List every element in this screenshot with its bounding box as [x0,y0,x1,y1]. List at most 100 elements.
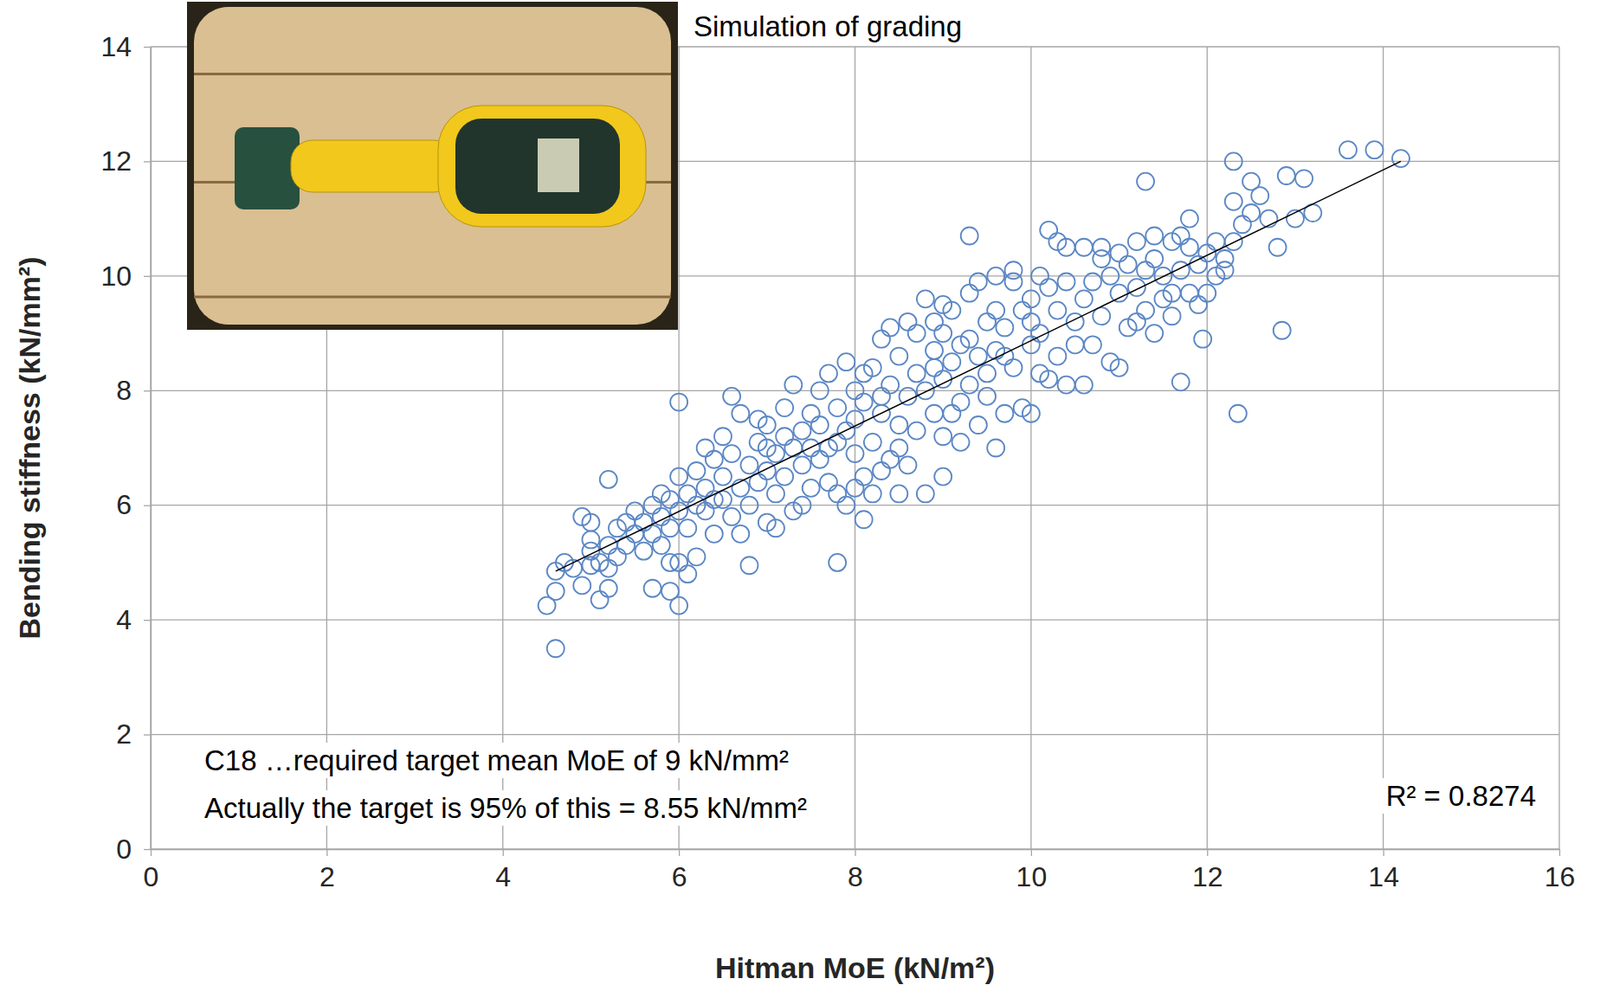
scatter-point [784,439,802,458]
annotation-background [1382,778,1540,814]
scatter-point [987,267,1005,285]
scatter-point [916,484,935,503]
tick: 6 [671,849,688,893]
scatter-point [864,484,882,503]
device-screen [537,138,580,193]
scatter-point [1172,261,1190,279]
scatter-point [987,439,1005,458]
scatter-point [749,410,768,428]
wood [193,6,671,325]
board-edge [193,72,671,76]
scatter-point [1083,272,1102,291]
scatter-point [899,387,917,406]
scatter-point [811,451,829,469]
tick-mark [1031,849,1033,857]
scatter-point [731,525,749,543]
tick-mark [143,46,151,48]
scatter-point [600,560,618,578]
scatter-point [925,341,943,360]
scatter-point [1022,335,1040,354]
scatter-point [1339,141,1357,159]
scatter-point [793,456,811,474]
scatter-point [775,399,794,417]
scatter-point [1198,244,1216,262]
scatter-point [1225,193,1243,211]
scatter-point [1229,405,1247,423]
annotation-background [200,742,793,779]
tick: 12 [100,145,151,177]
scatter-point [1039,221,1058,239]
scatter-point [1136,173,1155,191]
tick-label: 10 [100,260,132,292]
tick-mark [150,849,152,857]
scatter-point [837,496,855,515]
scatter-point [705,451,723,469]
scatter-point [634,542,652,561]
scatter-point [687,548,705,566]
scatter-point [995,405,1013,423]
scatter-point [608,548,626,566]
scatter-point [1022,290,1040,308]
scatter-point [547,639,565,658]
chart: 024681012141602468101214Hitman MoE (kN/m… [0,0,1600,998]
scatter-point [855,510,873,529]
scatter-point [1180,284,1199,303]
scatter-point [916,290,935,308]
scatter-point [890,348,908,366]
scatter-point [591,591,609,609]
scatter-point [661,519,679,537]
grid-line-y [150,619,1560,620]
tick-mark [1559,849,1561,857]
scatter-point [872,462,891,480]
scatter-point [819,473,838,491]
scatter-point [1277,167,1296,185]
scatter-point [1145,227,1163,246]
scatter-point [864,433,882,452]
annotation: C18 …required target mean MoE of 9 kN/mm… [204,744,789,777]
scatter-point [600,580,618,598]
scatter-point [670,554,688,572]
tick-label: 10 [1016,861,1048,893]
tick-mark [1382,849,1384,857]
scatter-point [573,508,591,526]
scatter-point [1048,348,1066,366]
scatter-point [581,556,600,575]
scatter-point [740,556,758,575]
scatter-point [1189,256,1207,274]
scatter-point [819,364,838,382]
photo-frame [187,1,678,330]
tick: 2 [319,849,336,893]
scatter-point [978,313,996,331]
scatter-point [600,470,618,489]
scatter-point [1172,227,1190,246]
scatter-point [1031,267,1049,285]
scatter-point [908,422,926,440]
tick: 14 [100,31,151,63]
scatter-point [678,519,697,537]
tick: 16 [1544,849,1576,893]
scatter-point [872,387,891,406]
scatter-point [925,405,943,423]
grid-line-y [150,390,1560,392]
inset-photo [187,1,678,330]
scatter-point [1058,376,1076,394]
scatter-point [758,462,776,480]
scatter-point [1163,284,1181,303]
tick-label: 4 [116,604,132,636]
tick-label: 14 [100,31,132,63]
tick: 4 [495,849,511,893]
device-handle [290,140,456,193]
scatter-point [969,416,988,434]
scatter-point [811,381,829,400]
scatter-point [1083,335,1102,354]
scatter-point [1225,232,1243,251]
scatter-point [1128,232,1146,251]
scatter-point [670,468,688,486]
scatter-point [644,496,662,515]
scatter-point [1075,238,1093,257]
tick: 2 [116,718,151,750]
scatter-point [1022,313,1040,331]
tick-mark [678,849,680,857]
tick: 8 [116,374,151,407]
annotation: R² = 0.8274 [1386,780,1536,813]
